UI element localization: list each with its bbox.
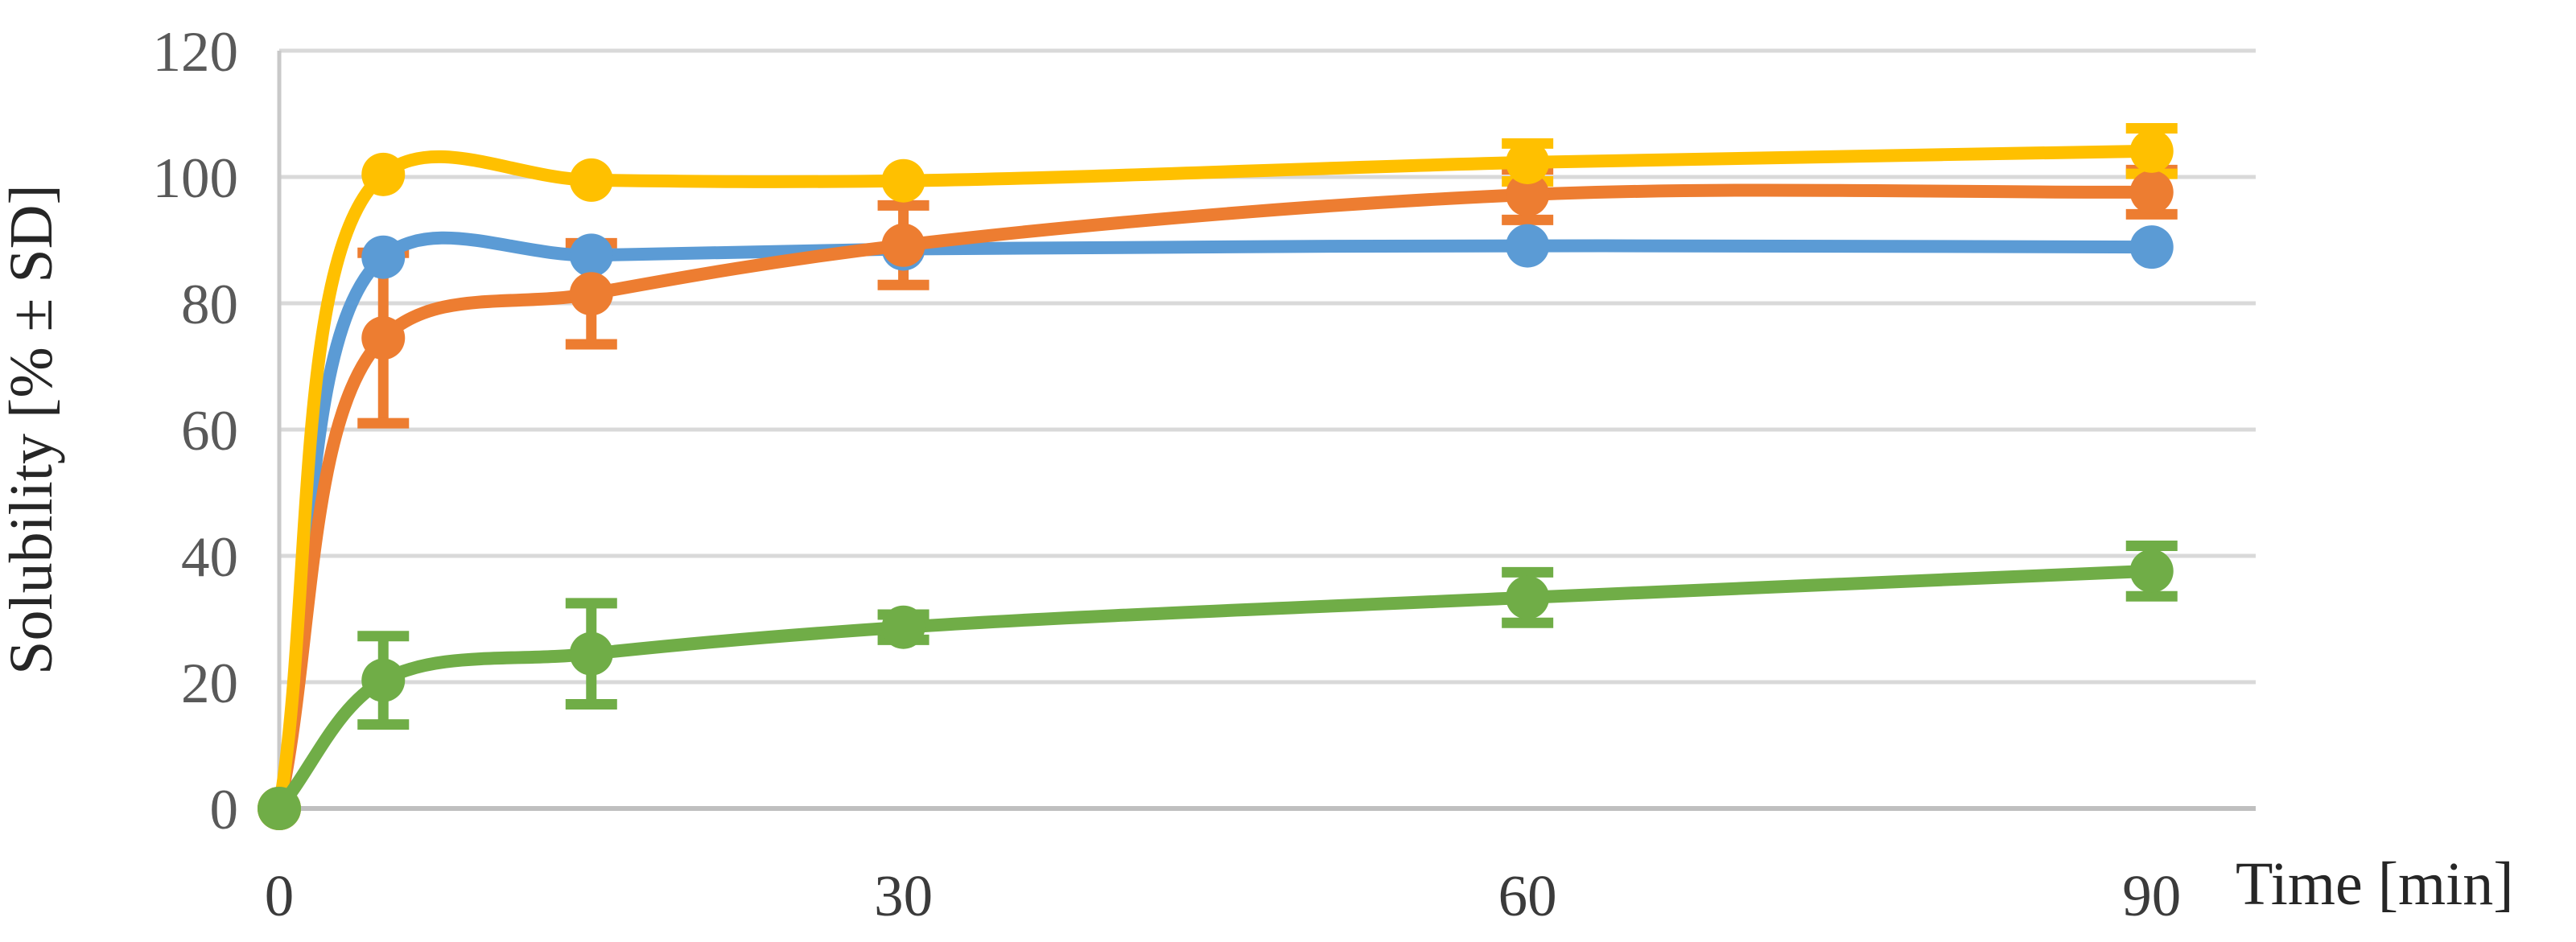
x-tick-label: 60 — [1498, 863, 1557, 928]
series-orange-marker — [569, 272, 613, 316]
gridlines-layer — [279, 48, 2256, 685]
series-green-line — [273, 564, 2158, 815]
series-green — [258, 549, 2174, 830]
tick-labels-layer: 0 20 40 60 80 100 120 0 30 60 90 — [153, 21, 2182, 928]
series-yellow — [258, 129, 2174, 830]
series-yellow-marker — [569, 158, 613, 202]
axis-layer — [277, 51, 2256, 811]
series-green-marker — [2129, 549, 2174, 593]
series-yellow-marker — [2129, 129, 2174, 173]
series-orange-marker — [2129, 170, 2174, 214]
series-blue-marker — [2129, 225, 2174, 269]
y-tick-label: 0 — [210, 779, 239, 841]
series-orange-marker — [361, 316, 406, 360]
series-blue-marker — [361, 235, 406, 279]
series-green-marker — [258, 787, 301, 830]
y-tick-label: 80 — [181, 274, 238, 336]
series-blue-marker — [569, 233, 613, 278]
series-blue — [258, 224, 2174, 830]
series-yellow-marker — [1506, 140, 1550, 184]
y-axis-title: Solubility [% ± SD] — [0, 184, 65, 675]
series-orange — [258, 170, 2174, 830]
y-tick-label: 120 — [153, 21, 239, 84]
series-orange-marker — [1506, 172, 1550, 216]
series-yellow-marker — [361, 152, 406, 196]
x-axis-title: Time [min] — [2236, 850, 2514, 918]
series-green-marker — [881, 605, 925, 649]
series-blue-marker — [1506, 224, 1550, 268]
series-yellow-line — [273, 144, 2158, 815]
y-tick-label: 40 — [181, 526, 238, 589]
y-tick-label: 100 — [153, 147, 239, 210]
y-tick-label: 60 — [181, 400, 238, 463]
series-green-marker — [569, 631, 613, 676]
x-tick-label: 0 — [265, 863, 295, 928]
series-layer — [258, 129, 2174, 830]
series-orange-marker — [881, 223, 925, 267]
x-tick-label: 90 — [2122, 863, 2181, 928]
series-yellow-marker — [881, 158, 925, 203]
series-green-marker — [361, 658, 406, 702]
x-tick-label: 30 — [874, 863, 933, 928]
series-blue-line — [273, 231, 2158, 815]
series-green-marker — [1506, 575, 1550, 619]
y-tick-label: 20 — [181, 652, 238, 715]
error-bars-layer — [357, 123, 2178, 730]
series-orange-line — [273, 183, 2158, 815]
